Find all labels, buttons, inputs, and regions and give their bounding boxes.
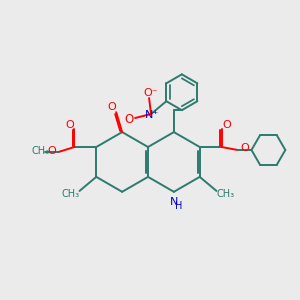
- Text: N⁺: N⁺: [145, 110, 159, 120]
- Text: CH₃: CH₃: [216, 189, 235, 199]
- Text: CH₃: CH₃: [32, 146, 50, 156]
- Text: O: O: [47, 146, 56, 156]
- Text: O: O: [222, 120, 231, 130]
- Text: O: O: [240, 143, 249, 153]
- Text: N: N: [170, 197, 178, 207]
- Text: H: H: [175, 201, 182, 211]
- Text: O: O: [65, 120, 74, 130]
- Text: O⁻: O⁻: [144, 88, 158, 98]
- Text: O: O: [124, 113, 134, 127]
- Text: CH₃: CH₃: [61, 189, 80, 199]
- Text: O: O: [108, 102, 117, 112]
